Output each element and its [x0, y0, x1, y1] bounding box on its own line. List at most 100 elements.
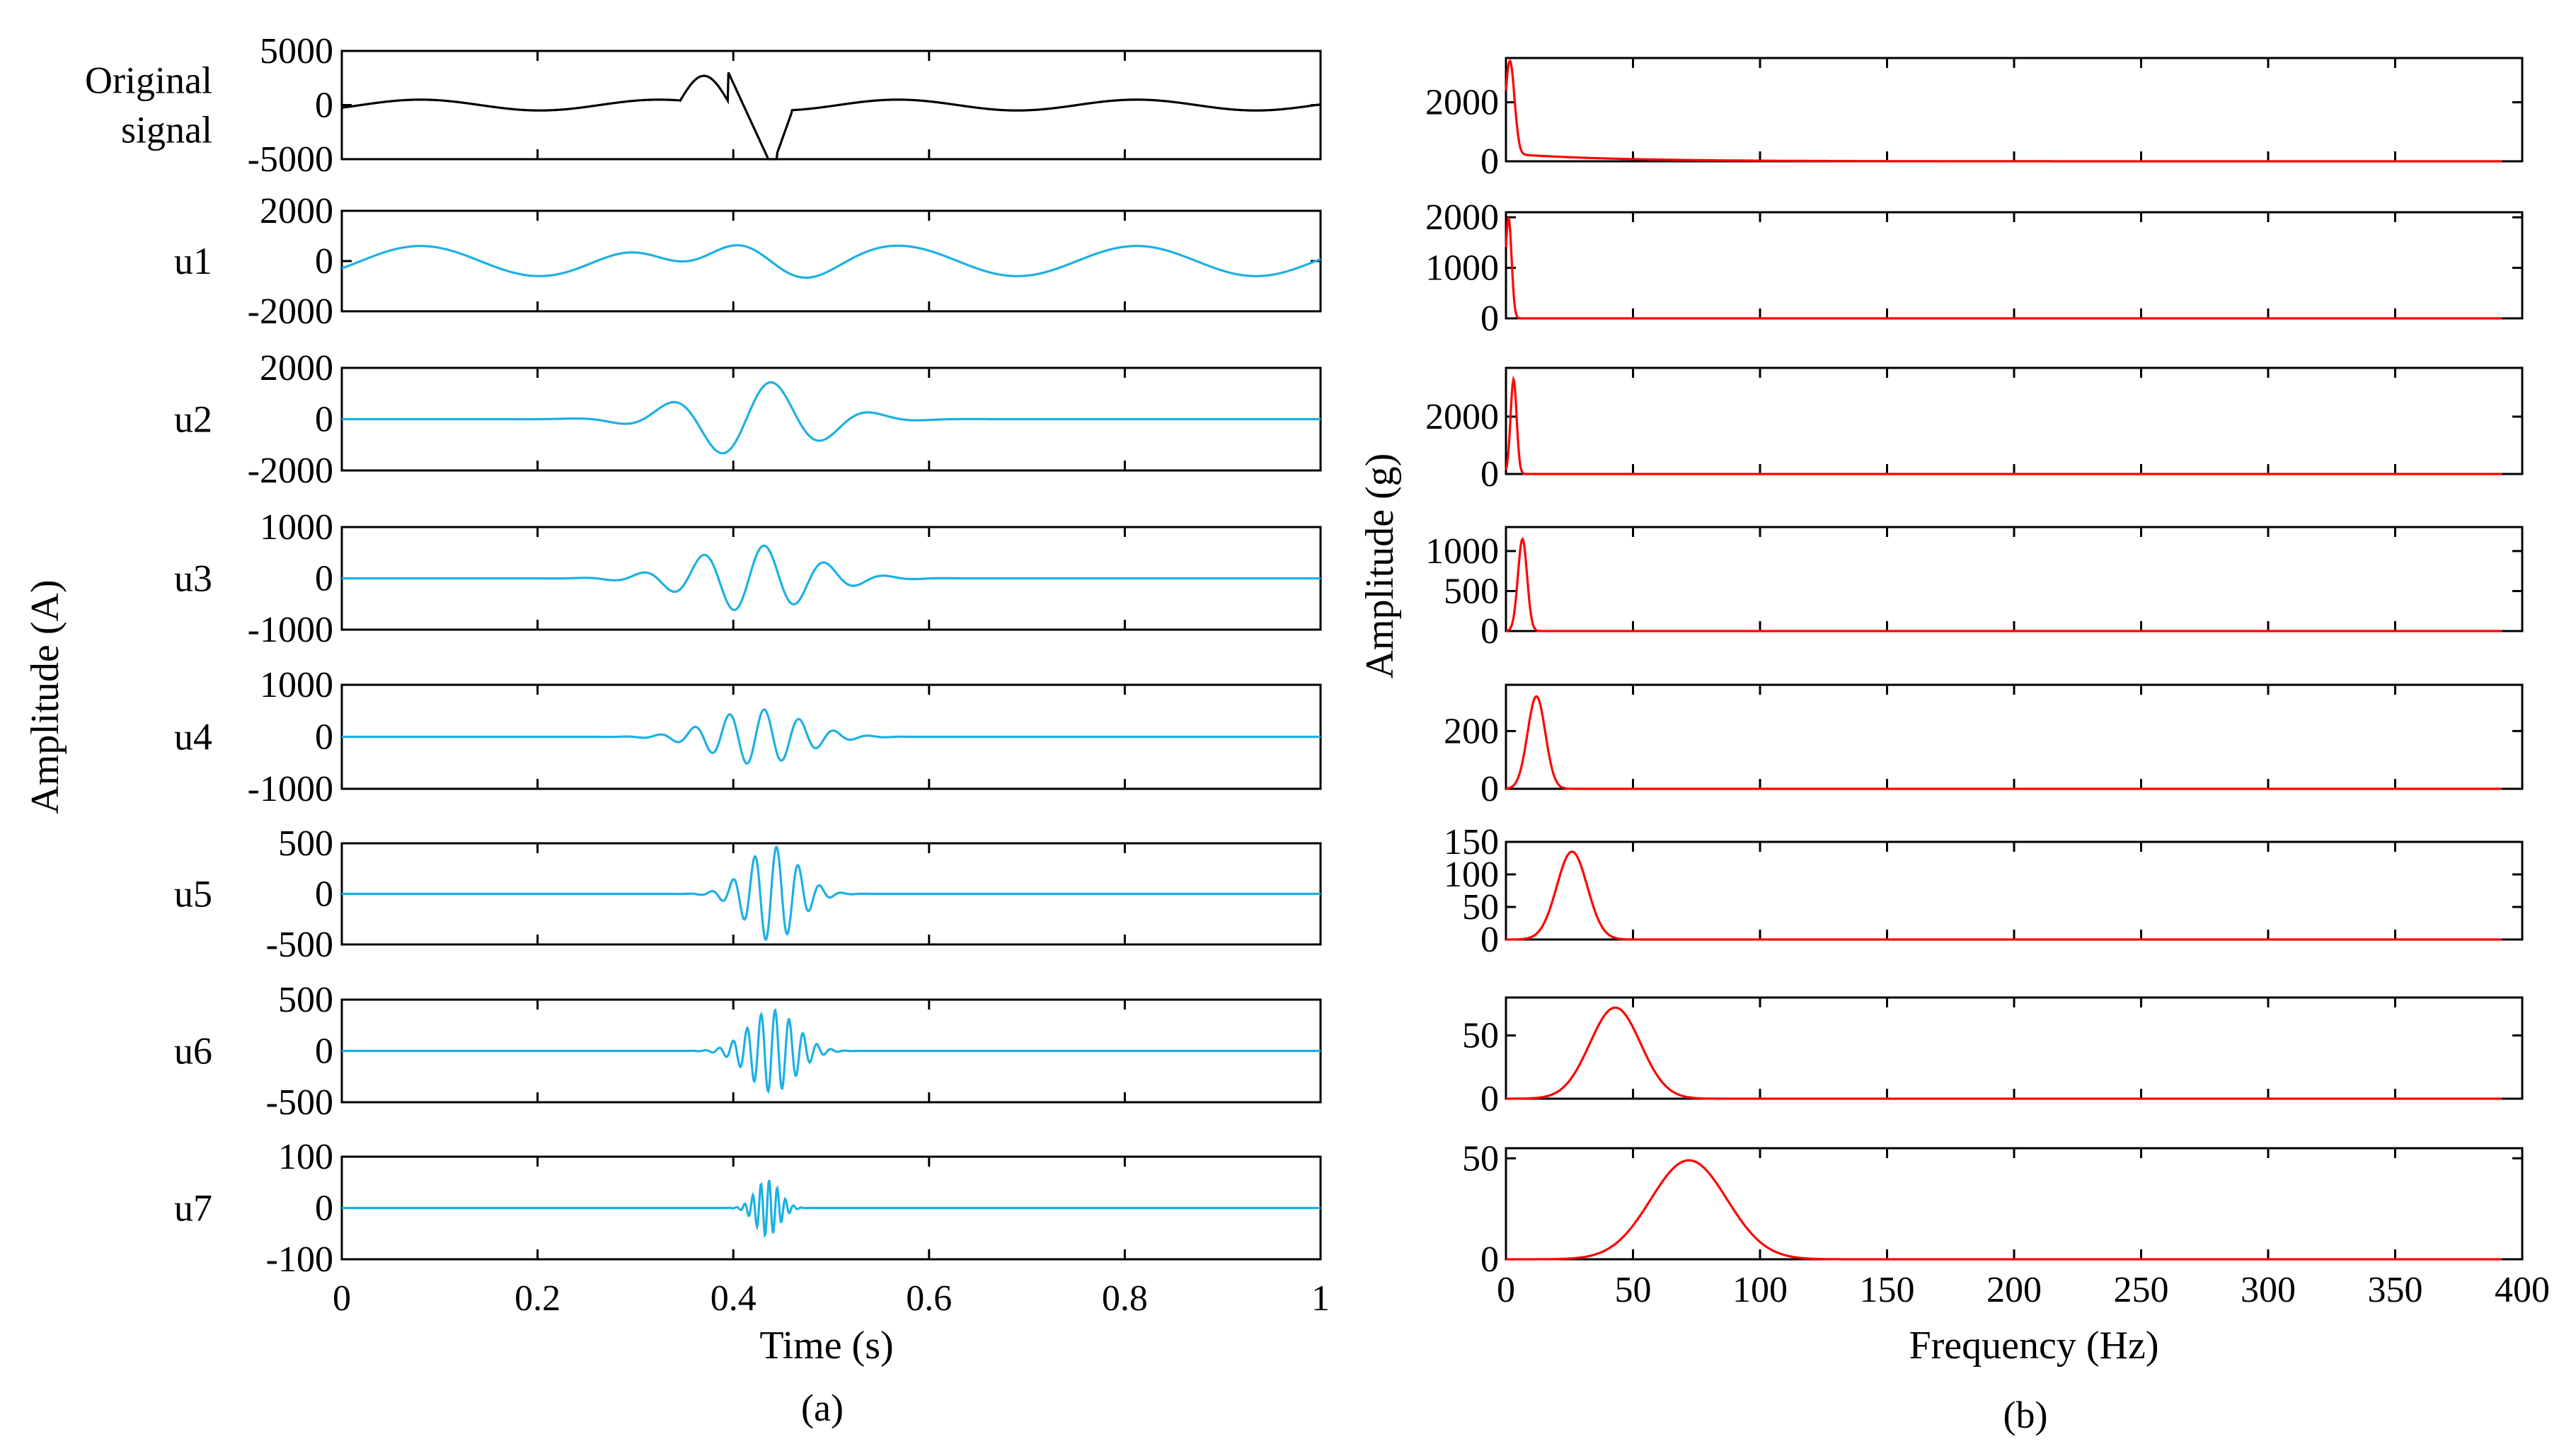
y-tick-label: 100: [1444, 855, 1499, 895]
right-y-axis-label: Amplitude (g): [1358, 453, 1402, 679]
panel-a-time-domain: 50000-5000Originalsignal20000-2000u12000…: [85, 31, 1330, 1319]
y-tick-label: 2000: [260, 348, 333, 388]
panel-b-frequency-domain: 2000020001000020000100050002000150100500…: [1425, 57, 2550, 1310]
plot-frame: [1505, 1147, 2524, 1261]
plot-frame: [1505, 526, 2524, 632]
y-tick-label: 500: [1444, 571, 1499, 611]
spectrum-trace: [1505, 695, 2502, 790]
y-tick-label: 0: [1480, 299, 1499, 339]
panel-b-label: (b): [2003, 1394, 2048, 1436]
row-label: u5: [174, 873, 212, 915]
x-tick-label: 0.8: [1102, 1278, 1148, 1319]
spectrum-trace: [1505, 375, 2502, 475]
y-tick-label: 2000: [1425, 197, 1499, 238]
y-tick-label: 1000: [1425, 248, 1499, 289]
y-tick-label: 0: [315, 559, 333, 599]
y-tick-label: 500: [278, 980, 333, 1020]
x-tick-label: 0.4: [711, 1278, 757, 1319]
signal-trace: [342, 845, 1321, 941]
spectrum-row-5: 2000: [1444, 683, 2524, 809]
row-label: u3: [174, 557, 212, 600]
y-tick-label: 0: [1480, 1239, 1499, 1280]
plot-frame: [1505, 840, 2524, 941]
y-tick-label: 0: [1480, 141, 1499, 182]
spectrum-trace: [1506, 1159, 2502, 1261]
plot-frame: [1505, 996, 2524, 1100]
y-tick-label: 0: [315, 1031, 333, 1072]
x-tick-label: 250: [2114, 1270, 2169, 1310]
spectrum-row-1: 2000 0: [1425, 57, 2524, 182]
signal-trace: [342, 1007, 1321, 1094]
time-row-u3: 1000 0 -1000 u3: [174, 507, 1322, 650]
x-tick-label: 200: [1986, 1270, 2042, 1310]
signal-trace: [342, 381, 1321, 455]
right-x-axis-label: Frequency (Hz): [1909, 1324, 2159, 1368]
spectrum-trace: [1505, 216, 2502, 320]
y-tick-label: 2000: [260, 191, 333, 231]
spectrum-trace: [1505, 59, 2502, 163]
y-tick-label: 500: [278, 823, 333, 864]
row-label: signal: [121, 109, 212, 151]
spectrum-row-3: 2000 0: [1425, 366, 2524, 495]
y-tick-label: 50: [1462, 887, 1499, 927]
y-tick-label: 200: [1444, 711, 1499, 751]
y-tick-label: 150: [1444, 822, 1499, 862]
y-tick-label: -2000: [248, 451, 333, 491]
row-label: u4: [174, 716, 212, 758]
plot-frame: [340, 209, 1322, 313]
left-y-axis-label: Amplitude (A): [23, 579, 67, 814]
x-tick-label: 150: [1860, 1270, 1915, 1310]
x-tick-label: 0.6: [906, 1278, 952, 1319]
row-label: u1: [174, 240, 212, 282]
y-tick-label: 0: [315, 86, 333, 126]
plot-frame: [1505, 211, 2524, 320]
y-tick-label: -100: [266, 1239, 333, 1280]
y-tick-label: 0: [315, 241, 333, 282]
spectrum-row-2: 2000 1000 0: [1425, 197, 2524, 339]
signal-trace: [342, 708, 1321, 765]
time-row-u4: 1000 0 -1000 u4: [174, 665, 1322, 809]
y-tick-label: -500: [266, 925, 333, 965]
signal-trace: [342, 544, 1321, 611]
x-tick-label: 350: [2368, 1270, 2423, 1310]
row-label: u7: [174, 1187, 212, 1230]
signal-trace: [341, 244, 1321, 279]
x-tick-label: 1: [1311, 1278, 1330, 1319]
y-tick-label: 0: [1480, 1079, 1499, 1119]
y-tick-label: 50: [1462, 1138, 1499, 1179]
y-tick-label: 0: [315, 717, 333, 758]
signal-trace: [341, 71, 1321, 161]
plot-frame: [1505, 57, 2524, 163]
y-tick-label: 5000: [260, 31, 333, 71]
y-tick-label: -1000: [248, 610, 333, 650]
y-tick-label: 0: [315, 400, 333, 440]
y-tick-label: 100: [278, 1137, 333, 1177]
row-label: u2: [174, 398, 212, 441]
y-tick-label: 0: [1480, 454, 1499, 495]
y-tick-label: -1000: [248, 769, 333, 809]
left-x-axis-label: Time (s): [759, 1324, 893, 1368]
signal-trace: [342, 1179, 1321, 1239]
y-tick-label: 1000: [1425, 531, 1499, 572]
y-tick-label: 0: [1480, 769, 1499, 809]
spectrum-trace: [1506, 850, 2502, 941]
y-tick-label: -500: [266, 1082, 333, 1123]
x-tick-label: 0.2: [514, 1278, 560, 1319]
time-row-u6: 500 0 -500 u6: [174, 980, 1322, 1123]
x-tick-label: 400: [2495, 1270, 2550, 1310]
x-tick-label: 100: [1732, 1270, 1788, 1310]
y-tick-label: 2000: [1425, 397, 1499, 437]
spectrum-row-8: 50 0: [1462, 1138, 2524, 1280]
row-label: u6: [174, 1030, 212, 1073]
y-tick-label: 0: [315, 874, 333, 915]
spectrum-trace: [1505, 536, 2502, 632]
time-row-u1: 2000 0 -2000 u1: [174, 191, 1322, 332]
plot-frame: [1505, 366, 2524, 475]
x-tick-label: 0: [333, 1278, 351, 1319]
row-label: Original: [85, 59, 212, 102]
plot-frame: [1505, 683, 2524, 790]
x-tick-label: 50: [1615, 1270, 1652, 1310]
x-tick-label: 300: [2241, 1270, 2296, 1310]
